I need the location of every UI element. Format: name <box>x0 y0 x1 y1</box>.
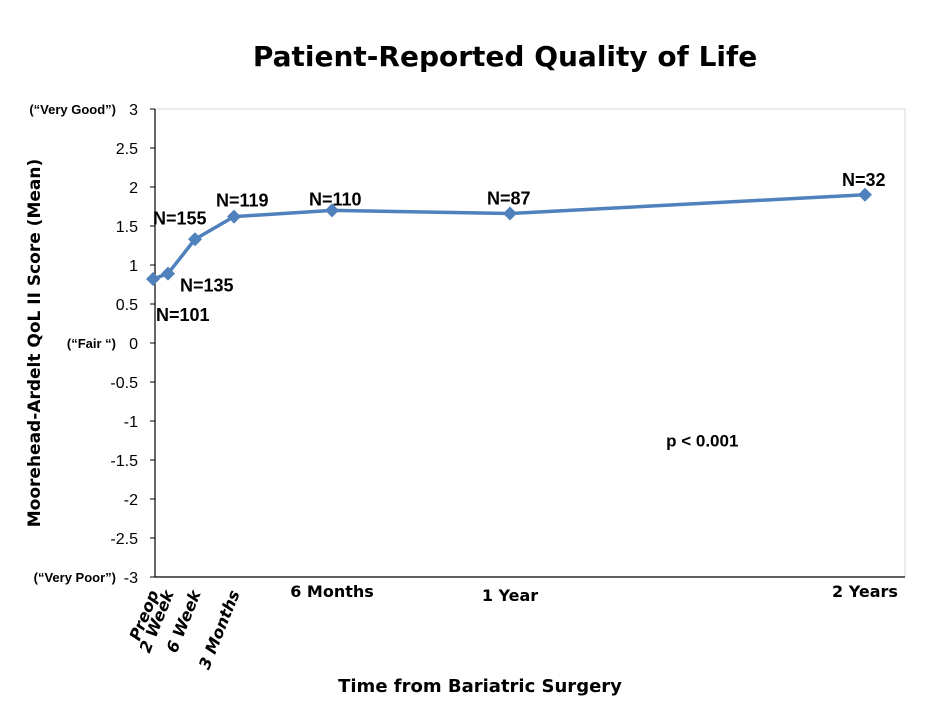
data-point-marker <box>161 266 175 281</box>
y-descriptors: (“Very Good”) (“Fair “) (“Very Poor”) <box>29 102 116 585</box>
n-labels: N=101 N=135 N=155 N=119 N=110 N=87 N=32 <box>153 170 886 325</box>
x-tick-label: 2 Years <box>832 582 898 601</box>
y-tick-label: 2.5 <box>116 141 138 158</box>
chart-title: Patient-Reported Quality of Life <box>253 40 757 73</box>
plot-area-border <box>154 108 906 578</box>
y-tick-label: 1 <box>129 258 138 275</box>
y-tick-label: 3 <box>129 102 138 119</box>
y-axis-label: Moorehead-Ardelt QoL II Score (Mean) <box>25 159 45 527</box>
y-tick-label: -3 <box>124 570 138 587</box>
y-descriptor-label: (“Fair “) <box>67 336 116 351</box>
y-tick-label: 0 <box>129 336 138 353</box>
y-descriptor-label: (“Very Poor”) <box>34 570 116 585</box>
y-tick-label: 1.5 <box>116 219 138 236</box>
p-value-annotation: p < 0.001 <box>666 432 738 451</box>
data-point-marker <box>503 206 517 221</box>
y-descriptor-label: (“Very Good”) <box>29 102 116 117</box>
y-tick-label: -2.5 <box>110 531 138 548</box>
y-tick-label: -1 <box>124 414 138 431</box>
data-point-marker <box>325 203 339 218</box>
n-count-label: N=135 <box>180 276 234 296</box>
data-point-marker <box>227 209 241 224</box>
y-tick-label: 0.5 <box>116 297 138 314</box>
y-tick-label: -2 <box>124 492 138 509</box>
n-count-label: N=155 <box>153 208 207 228</box>
n-count-label: N=87 <box>487 189 531 209</box>
x-tick-label: 6 Months <box>290 582 374 601</box>
y-tick-label: -0.5 <box>110 375 138 392</box>
n-count-label: N=110 <box>309 189 362 209</box>
y-tick-label: -1.5 <box>110 453 138 470</box>
y-ticks: -3 -2.5 -2 -1.5 -1 -0.5 0 0.5 1 1.5 2 2.5 3 <box>110 102 155 587</box>
y-tick-label: 2 <box>129 180 138 197</box>
x-axis-label: Time from Bariatric Surgery <box>338 676 622 697</box>
n-count-label: N=101 <box>156 305 210 325</box>
annotations: p < 0.001 <box>666 432 738 451</box>
data-point-marker <box>188 232 202 247</box>
data-point-marker <box>146 272 160 287</box>
n-count-label: N=119 <box>216 191 269 211</box>
x-tick-label: 1 Year <box>482 586 538 605</box>
series-line <box>146 187 872 287</box>
data-point-marker <box>858 187 872 202</box>
n-count-label: N=32 <box>842 170 886 190</box>
